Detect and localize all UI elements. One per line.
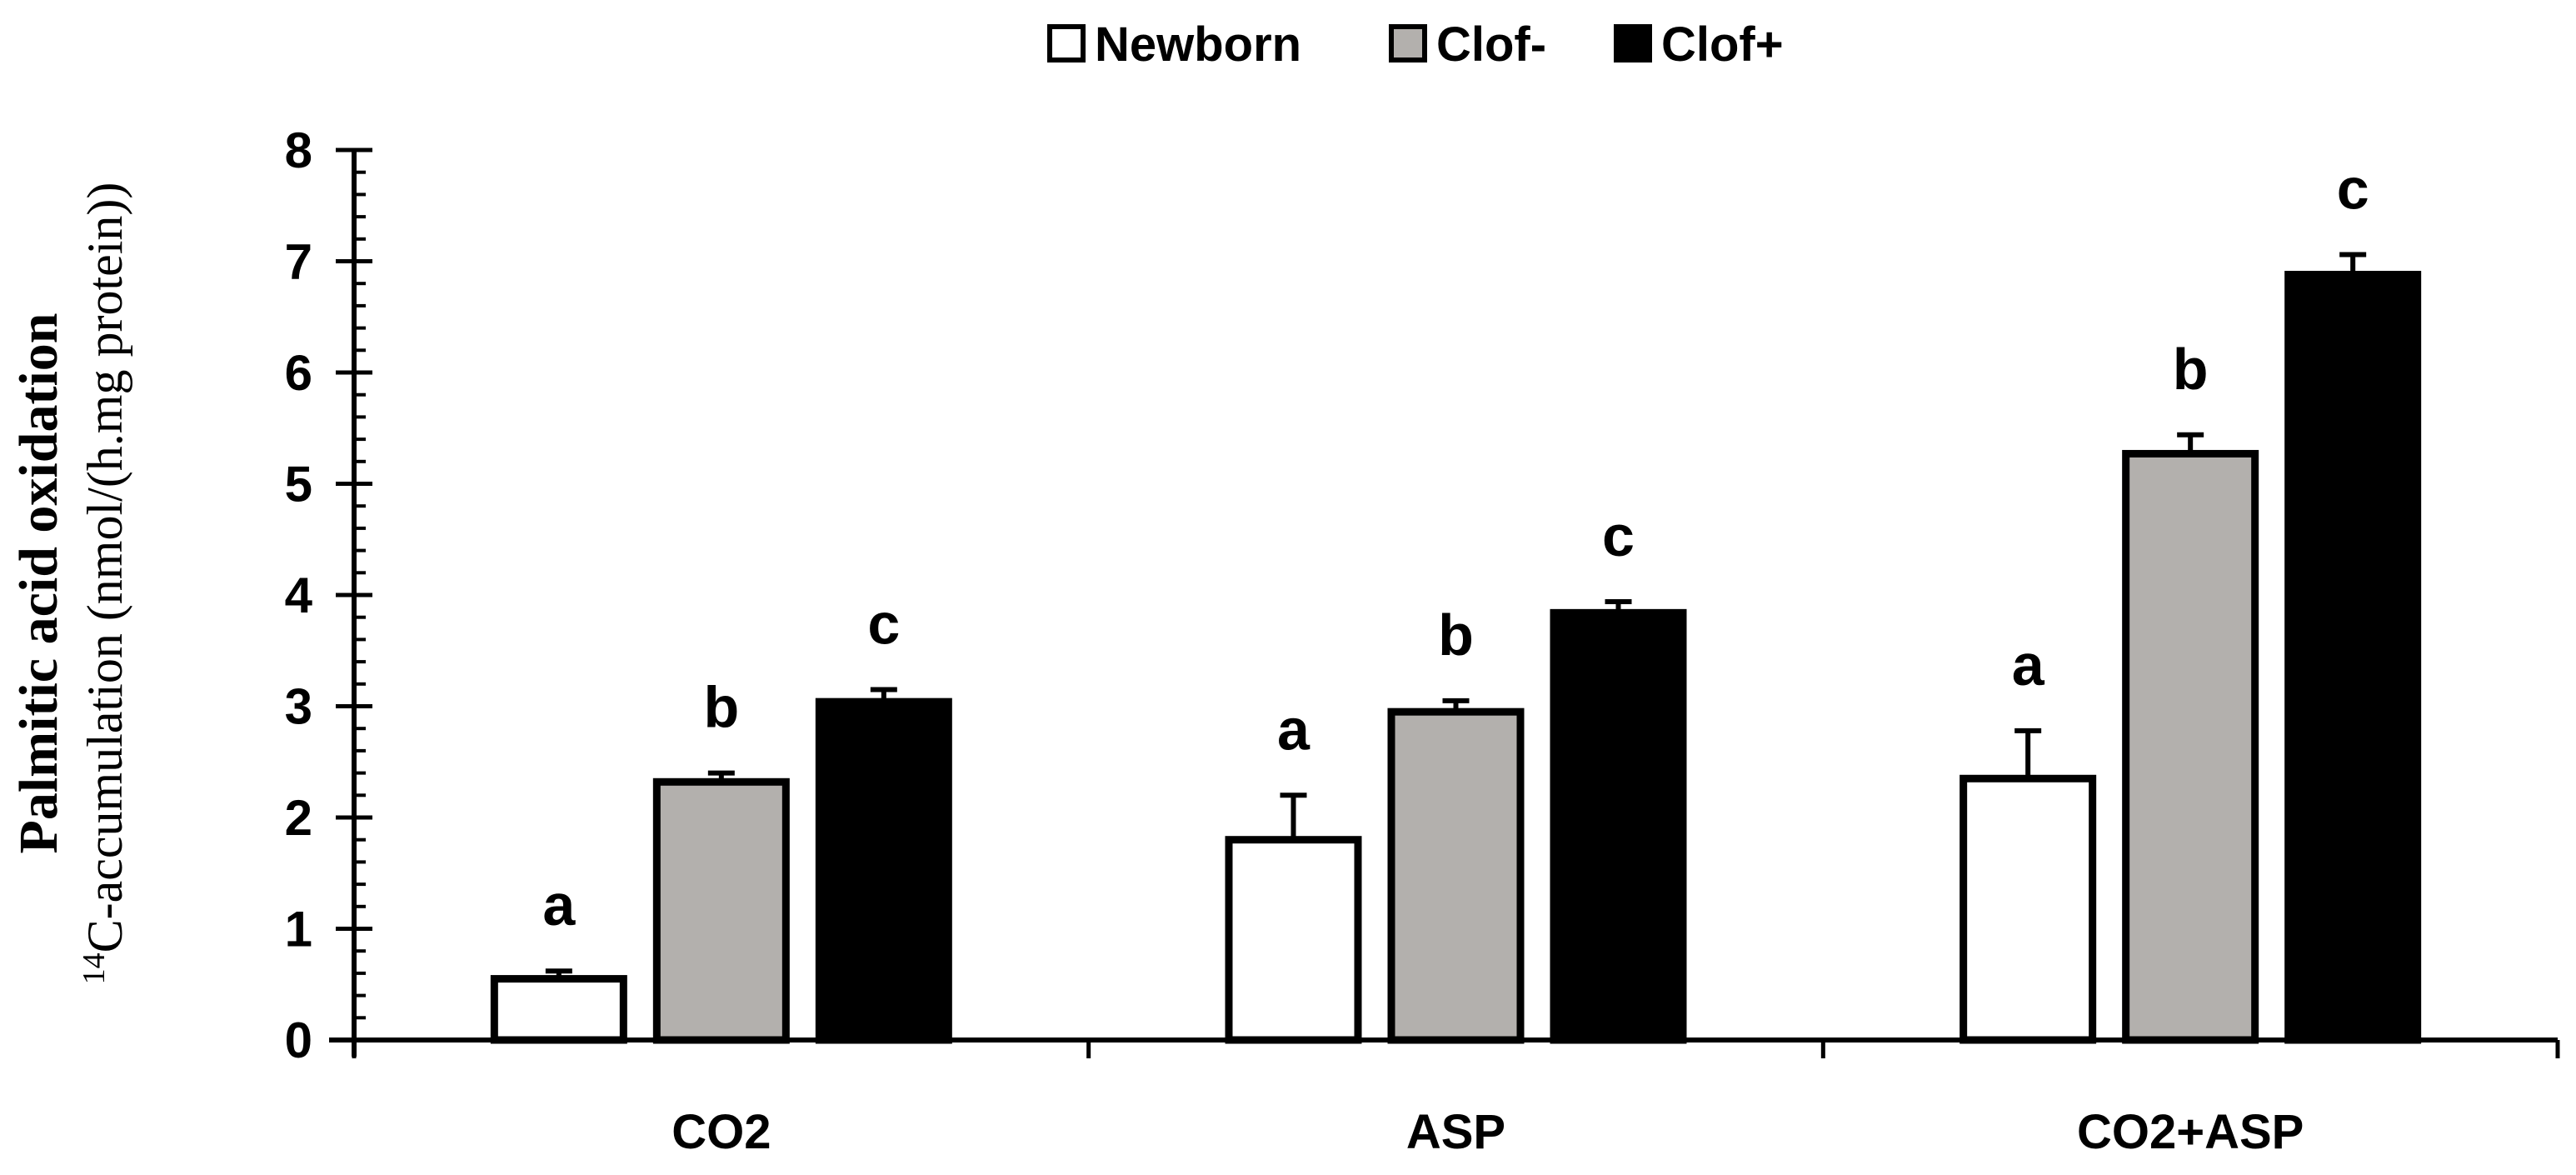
x-category-label: CO2+ASP <box>2077 1105 2304 1159</box>
significance-label: b <box>2173 337 2209 402</box>
y-axis-label-superscript: 14 <box>77 952 112 984</box>
significance-label: c <box>867 591 900 656</box>
y-tick-label: 8 <box>285 122 312 178</box>
x-category-label: CO2 <box>671 1105 771 1159</box>
bar-newborn <box>490 975 627 1044</box>
bar-newborn <box>1959 774 2097 1044</box>
y-tick-label: 6 <box>285 345 312 401</box>
y-tick-label: 3 <box>285 679 312 735</box>
y-axis-label-unit: C-accumulation (nmol/(h.mg protein)) <box>77 182 132 953</box>
legend-swatch <box>1047 24 1086 62</box>
y-tick-label: 4 <box>285 568 313 623</box>
bar-clof- <box>1387 708 1525 1044</box>
legend-label: Newborn <box>1095 18 1301 72</box>
legend-swatch <box>1614 24 1652 62</box>
y-axis-label-group: Palmitic acid oxidation 14C-accumulation… <box>8 182 132 985</box>
y-tick-label: 1 <box>285 902 312 958</box>
significance-label: a <box>2012 632 2045 698</box>
bar-clof- <box>2284 271 2422 1044</box>
significance-label: a <box>542 872 576 938</box>
y-tick-label: 0 <box>285 1012 312 1068</box>
y-tick-label: 7 <box>285 234 312 290</box>
legend-label: Clof+ <box>1661 18 1784 72</box>
significance-label: a <box>1277 697 1310 762</box>
y-axis-label-main: Palmitic acid oxidation <box>8 313 69 854</box>
bar-clof- <box>2122 449 2259 1044</box>
bars: a b c a b c a b c <box>490 156 2422 1044</box>
legend-label: Clof- <box>1436 18 1546 72</box>
y-tick-label: 5 <box>285 457 312 512</box>
bar-clof- <box>1550 608 1687 1044</box>
y-axis-label-sub: 14C-accumulation (nmol/(h.mg protein)) <box>77 182 132 985</box>
significance-label: b <box>1438 602 1474 668</box>
legend: Newborn Clof- Clof+ <box>1047 18 1784 72</box>
significance-label: b <box>703 675 739 740</box>
bar-newborn <box>1225 836 1362 1044</box>
bar-clof- <box>652 778 790 1044</box>
x-category-label: ASP <box>1406 1105 1505 1159</box>
significance-label: c <box>1602 503 1635 568</box>
significance-label: c <box>2337 156 2369 221</box>
legend-swatch <box>1389 24 1427 62</box>
bar-clof- <box>815 698 952 1044</box>
y-tick-label: 2 <box>285 790 312 846</box>
